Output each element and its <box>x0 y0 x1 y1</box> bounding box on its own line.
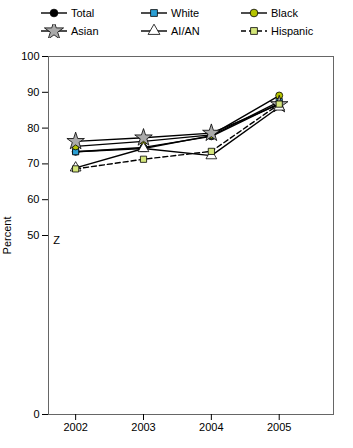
svg-text:Percent: Percent <box>1 217 13 255</box>
svg-text:80: 80 <box>27 122 39 134</box>
svg-text:0: 0 <box>33 408 39 420</box>
svg-text:2003: 2003 <box>131 421 155 433</box>
html-text:Total: Total <box>71 7 95 19</box>
svg-text:100: 100 <box>21 50 39 62</box>
html-text:Black: Black <box>271 7 298 19</box>
svg-text:70: 70 <box>27 157 39 169</box>
svg-text:60: 60 <box>27 193 39 205</box>
html-text:AI/AN: AI/AN <box>171 25 200 37</box>
html-text:Hispanic: Hispanic <box>271 25 314 37</box>
svg-text:2002: 2002 <box>63 421 87 433</box>
svg-text:Z: Z <box>53 234 60 246</box>
svg-text:90: 90 <box>27 86 39 98</box>
svg-text:50: 50 <box>27 229 39 241</box>
html-text:White: White <box>171 7 200 19</box>
svg-text:2004: 2004 <box>199 421 223 433</box>
svg-text:2005: 2005 <box>267 421 291 433</box>
html-text:Asian: Asian <box>71 25 99 37</box>
